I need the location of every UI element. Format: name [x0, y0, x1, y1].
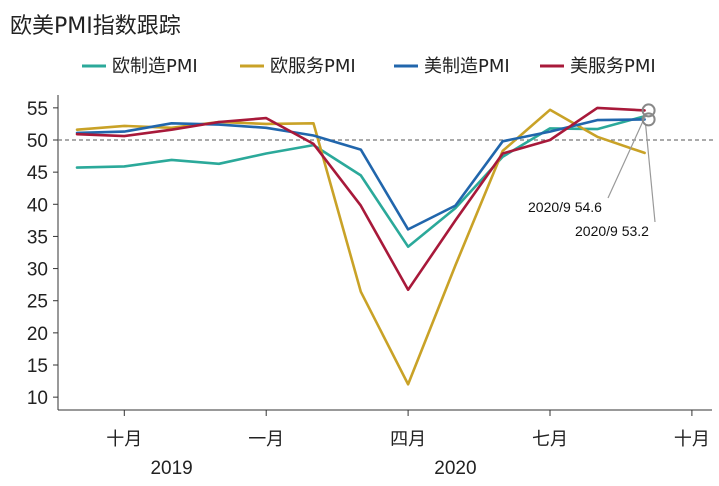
legend-label: 欧服务PMI: [270, 56, 356, 77]
x-tick-label: 十月: [106, 429, 142, 450]
annotation-label: 2020/9 53.2: [575, 223, 649, 239]
x-tick-label: 七月: [532, 429, 568, 450]
annotation-marker: [641, 103, 656, 118]
year-label: 2019: [150, 458, 192, 479]
series-line-4: [75, 106, 646, 292]
plot-area: 10 15 20 25 30 35 40 45 50 55 十月 一月 四月 七月 十月 2019 2020 20…: [27, 95, 714, 479]
legend-label: 美服务PMI: [570, 56, 656, 77]
x-tick-label: 一月: [248, 429, 284, 450]
y-tick-label: 20: [27, 324, 48, 345]
x-tick-label: 十月: [674, 429, 710, 450]
x-tick-label: 四月: [390, 429, 426, 450]
annotation-leader-line: [607, 115, 647, 199]
y-tick-label: 50: [27, 131, 48, 152]
series-line-1: [75, 114, 646, 248]
annotation-leader-line: [645, 124, 656, 223]
series-line-2: [75, 108, 646, 386]
y-tick-label: 55: [27, 99, 48, 120]
chart-title: 欧美PMI指数跟踪: [10, 14, 181, 39]
legend-label: 欧制造PMI: [112, 56, 198, 77]
y-tick-label: 10: [27, 388, 48, 409]
y-tick-label: 45: [27, 163, 48, 184]
legend-label: 美制造PMI: [424, 56, 510, 77]
y-tick-label: 30: [27, 260, 48, 281]
series-line-3: [75, 118, 646, 231]
y-tick-label: 40: [27, 195, 48, 216]
annotation-label: 2020/9 54.6: [528, 199, 602, 215]
annotation-marker: [641, 112, 656, 127]
y-tick-label: 25: [27, 292, 48, 313]
year-label: 2020: [434, 458, 476, 479]
chart-legend: 欧制造PMI 欧服务PMI 美制造PMI 美服务PMI: [82, 56, 656, 77]
y-tick-label: 15: [27, 356, 48, 377]
y-tick-label: 35: [27, 227, 48, 248]
